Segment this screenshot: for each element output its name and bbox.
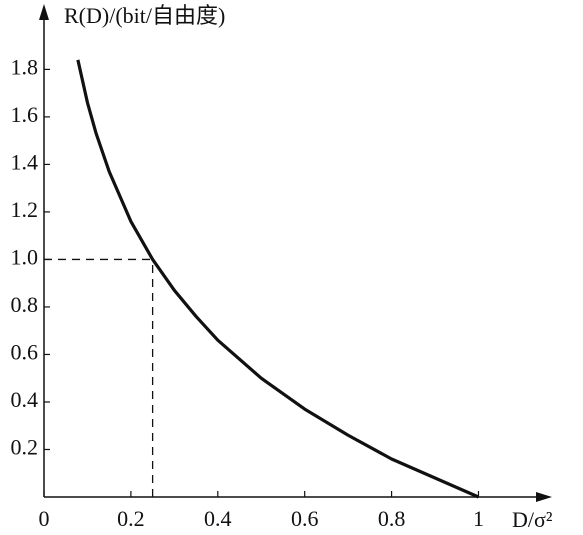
y-tick-label: 0.6 (11, 340, 39, 365)
y-tick-label: 1.4 (11, 149, 39, 174)
y-tick-label: 0.2 (11, 435, 39, 460)
x-axis-label: D/σ² (512, 507, 553, 532)
x-tick-label: 0 (39, 506, 50, 531)
x-tick-label: 1 (473, 506, 484, 531)
y-tick-label: 1.6 (11, 102, 39, 127)
y-axis-label: R(D)/(bit/自由度) (64, 3, 225, 28)
y-tick-label: 1.8 (11, 54, 39, 79)
y-axis-arrow (39, 4, 49, 20)
curve (76, 59, 480, 499)
y-tick-label: 0.8 (11, 292, 39, 317)
x-tick-label: 0.4 (204, 506, 232, 531)
x-axis-arrow (536, 492, 552, 502)
x-tick-label: 0.2 (117, 506, 145, 531)
y-tick-label: 0.4 (11, 387, 39, 412)
y-tick-label: 1.0 (11, 244, 39, 269)
y-tick-label: 1.2 (11, 197, 39, 222)
x-tick-label: 0.8 (378, 506, 406, 531)
x-tick-label: 0.6 (291, 506, 319, 531)
